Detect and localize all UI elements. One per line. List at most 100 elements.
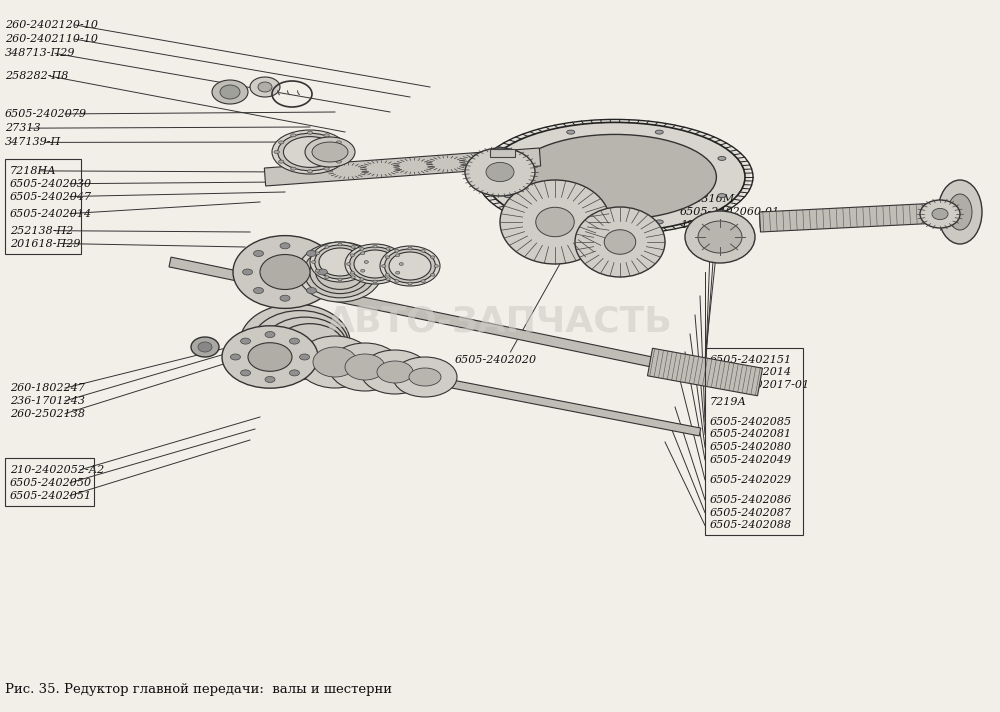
Text: 6505-2402151: 6505-2402151 (710, 355, 792, 365)
Ellipse shape (250, 77, 280, 97)
Ellipse shape (536, 207, 574, 236)
Ellipse shape (421, 249, 425, 252)
Ellipse shape (260, 254, 310, 290)
Ellipse shape (932, 209, 948, 219)
Ellipse shape (230, 354, 240, 360)
Text: 6505-2402029: 6505-2402029 (710, 475, 792, 485)
Ellipse shape (685, 211, 755, 263)
Ellipse shape (380, 246, 440, 286)
Ellipse shape (324, 134, 329, 137)
Bar (5, 458, 94, 506)
Ellipse shape (575, 207, 665, 277)
Ellipse shape (480, 120, 750, 234)
Ellipse shape (718, 157, 726, 160)
Ellipse shape (350, 247, 400, 281)
Ellipse shape (306, 288, 316, 293)
Text: 6505-2402049: 6505-2402049 (710, 455, 792, 465)
Text: 6505-2402017-01: 6505-2402017-01 (710, 380, 810, 390)
Ellipse shape (350, 271, 354, 274)
Ellipse shape (314, 245, 366, 279)
Ellipse shape (385, 273, 389, 276)
Ellipse shape (385, 256, 389, 258)
Ellipse shape (431, 256, 435, 258)
Ellipse shape (291, 134, 296, 137)
Text: 6505-2402079: 6505-2402079 (5, 109, 87, 119)
Ellipse shape (297, 336, 373, 388)
Ellipse shape (254, 288, 264, 293)
Text: 210-2402052-А2: 210-2402052-А2 (10, 465, 104, 475)
Ellipse shape (361, 350, 429, 394)
Ellipse shape (567, 220, 575, 224)
Polygon shape (169, 257, 701, 377)
Ellipse shape (329, 343, 401, 391)
Ellipse shape (313, 347, 357, 377)
Bar (490, 149, 515, 157)
Ellipse shape (351, 246, 355, 248)
Ellipse shape (280, 243, 290, 248)
Text: АВТО-ЗАПЧАСТЬ: АВТО-ЗАПЧАСТЬ (327, 305, 673, 339)
Ellipse shape (212, 80, 248, 104)
Ellipse shape (222, 326, 318, 388)
Ellipse shape (373, 280, 377, 283)
Ellipse shape (220, 85, 240, 99)
Ellipse shape (389, 252, 431, 280)
Ellipse shape (396, 254, 400, 256)
Text: 347139-П: 347139-П (5, 137, 61, 147)
Ellipse shape (265, 332, 275, 337)
Ellipse shape (240, 304, 350, 380)
Ellipse shape (241, 370, 251, 376)
Ellipse shape (254, 251, 264, 256)
Ellipse shape (305, 137, 355, 167)
Ellipse shape (198, 342, 212, 352)
Ellipse shape (258, 82, 272, 92)
Ellipse shape (338, 243, 342, 246)
Ellipse shape (283, 137, 337, 167)
Ellipse shape (298, 242, 382, 302)
Ellipse shape (384, 249, 436, 283)
Ellipse shape (360, 278, 364, 281)
Bar (705, 347, 802, 535)
Ellipse shape (408, 282, 412, 285)
Ellipse shape (280, 295, 290, 301)
Ellipse shape (399, 263, 403, 266)
Ellipse shape (395, 280, 399, 283)
Ellipse shape (233, 236, 337, 308)
Bar (5, 159, 81, 253)
Polygon shape (647, 348, 763, 396)
Ellipse shape (434, 265, 438, 268)
Text: 236-1701243: 236-1701243 (10, 396, 85, 406)
Ellipse shape (360, 248, 364, 250)
Ellipse shape (324, 167, 329, 170)
Text: 6505-2402014: 6505-2402014 (710, 367, 792, 377)
Ellipse shape (386, 278, 390, 281)
Ellipse shape (279, 141, 284, 144)
Ellipse shape (393, 357, 457, 397)
Ellipse shape (409, 368, 441, 386)
Text: 6505-2402060-01: 6505-2402060-01 (680, 207, 780, 217)
Text: 6505-2402047: 6505-2402047 (10, 192, 92, 201)
Text: 6505-2402030: 6505-2402030 (10, 179, 92, 189)
Ellipse shape (500, 180, 610, 264)
Text: 7219А: 7219А (710, 397, 747, 407)
Ellipse shape (504, 157, 512, 160)
Text: 252138-П2: 252138-П2 (10, 226, 73, 236)
Ellipse shape (421, 280, 425, 283)
Ellipse shape (304, 246, 376, 298)
Ellipse shape (948, 194, 972, 230)
Ellipse shape (317, 269, 327, 275)
Ellipse shape (408, 247, 412, 250)
Ellipse shape (300, 354, 310, 360)
Ellipse shape (920, 200, 960, 228)
Ellipse shape (361, 269, 365, 272)
Ellipse shape (655, 220, 663, 224)
Polygon shape (760, 206, 960, 228)
Polygon shape (234, 338, 701, 436)
Ellipse shape (336, 141, 341, 144)
Text: 6505-2402020: 6505-2402020 (455, 355, 537, 365)
Text: Рис. 35. Редуктор главной передачи:  валы и шестерни: Рис. 35. Редуктор главной передачи: валы… (5, 684, 392, 696)
Ellipse shape (263, 317, 347, 375)
Ellipse shape (514, 135, 716, 219)
Ellipse shape (341, 150, 346, 154)
Text: 260-2402120-10: 260-2402120-10 (5, 20, 98, 30)
Text: 260-1802247: 260-1802247 (10, 383, 85, 393)
